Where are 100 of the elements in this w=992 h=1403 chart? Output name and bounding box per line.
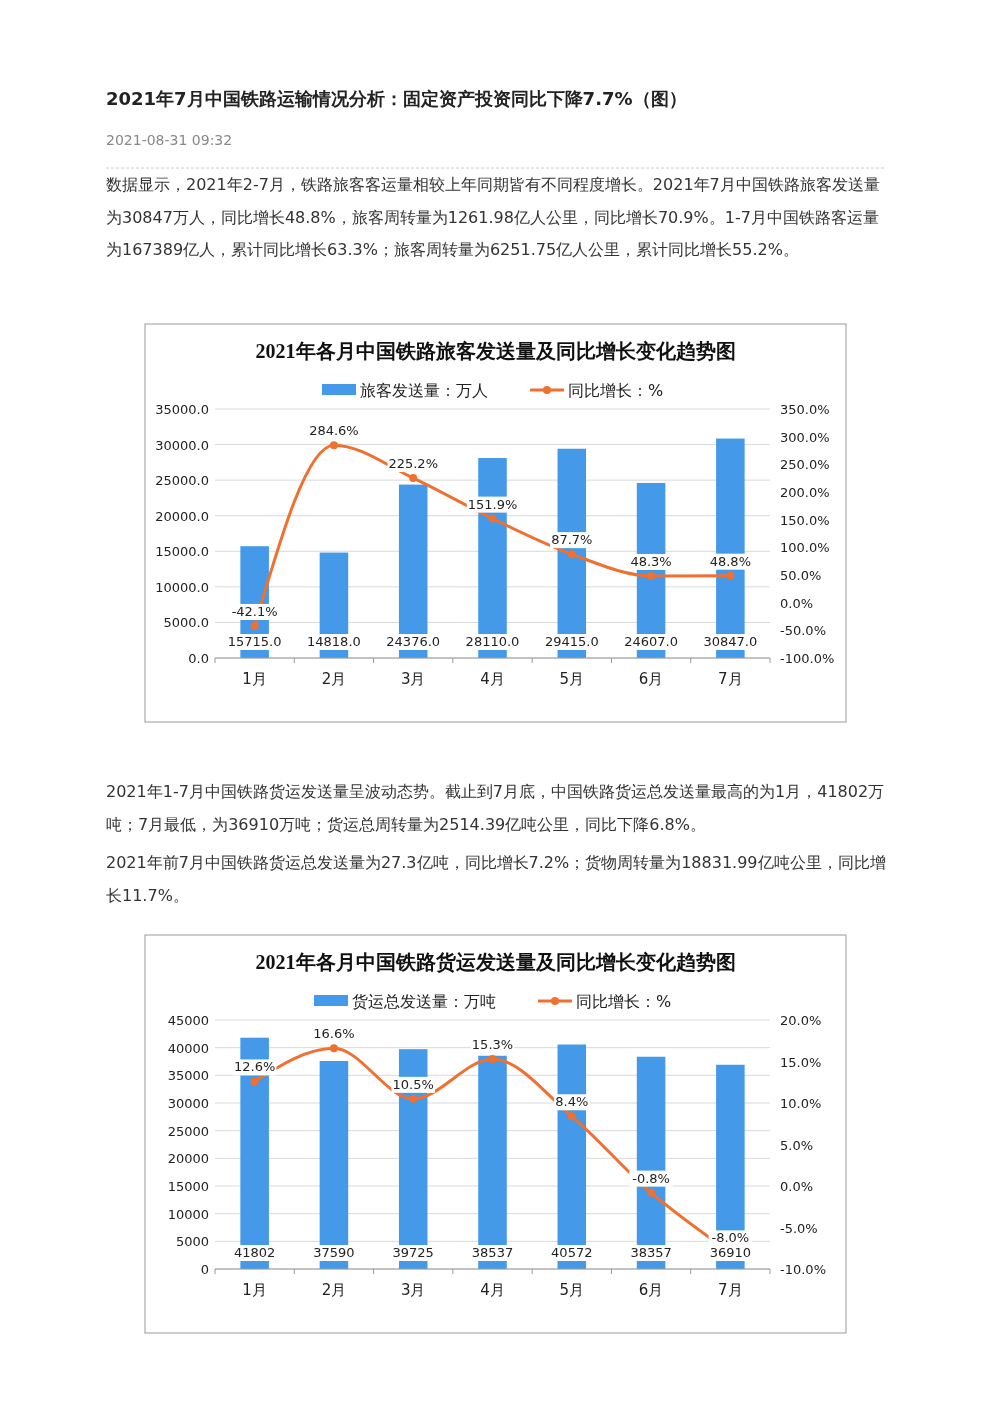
x-tick-label: 6月 bbox=[638, 1281, 664, 1299]
y-tick-label: 10000 bbox=[167, 1206, 209, 1222]
x-tick-label: 4月 bbox=[480, 670, 505, 688]
data-label: 10.5% bbox=[392, 1076, 434, 1092]
data-label: 41802 bbox=[233, 1245, 276, 1260]
data-label: 38537 bbox=[471, 1245, 514, 1260]
x-tick-label: 1月 bbox=[242, 1281, 267, 1299]
text: 2021年7月中国铁路运输情况分析：固定资产投资同比下降7.7%（图） bbox=[106, 88, 687, 109]
y-tick-label: 25000 bbox=[167, 1123, 209, 1139]
x-tick-label: 7月 bbox=[718, 670, 743, 688]
data-label: 87.7% bbox=[551, 532, 593, 548]
data-label: 37590 bbox=[313, 1245, 355, 1260]
text: 数据显示，2021年2-7月，铁路旅客客运量相较上年同期皆有不同程度增长。2021年7月中国铁路旅客发送量为30847万人，同比增长48.8%，旅客周转量为1261.98亿人公里，同比增长70.9%。1-7月中国铁路客运量为167389亿人，累计同比增长63.3%；旅客周转量为6251.75亿人公里，累计同比增长55.2%。 bbox=[106, 175, 880, 259]
y-tick-label: 5000.0 bbox=[163, 615, 209, 631]
y2-tick-label: 50.0% bbox=[780, 568, 822, 583]
y-tick-label: 0.0 bbox=[188, 651, 209, 666]
data-label: 14818.0 bbox=[307, 634, 361, 649]
point bbox=[726, 571, 735, 580]
data-label: 28110.0 bbox=[465, 634, 520, 649]
text: 2021年1-7月中国铁路货运发送量呈波动态势。截止到7月底，中国铁路货运总发送量最高的为1月，41802万吨；7月最低，为36910万吨；货运总周转量为2514.39亿吨公里，同比下降6.8%。 bbox=[106, 782, 885, 834]
point bbox=[647, 1188, 656, 1197]
data-label: 225.2% bbox=[388, 456, 438, 472]
data-label: 48.3% bbox=[630, 553, 672, 569]
data-label: 284.6% bbox=[309, 423, 359, 439]
y2-tick-label: 10.0% bbox=[780, 1096, 822, 1111]
y2-tick-label: 15.0% bbox=[780, 1054, 822, 1070]
point bbox=[329, 441, 338, 450]
y-tick-label: 45000 bbox=[167, 1013, 209, 1028]
y2-tick-label: 5.0% bbox=[780, 1137, 814, 1153]
data-label: 29415.0 bbox=[544, 634, 599, 649]
chart-title: 2021年各月中国铁路旅客发送量及同比增长变化趋势图 bbox=[255, 340, 736, 362]
point bbox=[488, 1055, 497, 1064]
legend-label: 货运总发送量：万吨 bbox=[352, 992, 496, 1011]
x-tick-label: 2月 bbox=[321, 670, 347, 688]
x-tick-label: 5月 bbox=[559, 1281, 585, 1299]
legend-label: 同比增长：% bbox=[568, 381, 664, 400]
data-label: 15.3% bbox=[471, 1037, 514, 1053]
x-tick-label: 3月 bbox=[400, 670, 426, 688]
chart-title: 2021年各月中国铁路货运发送量及同比增长变化趋势图 bbox=[255, 951, 736, 973]
y-tick-label: 25000.0 bbox=[155, 473, 209, 489]
text: 2021-08-31 09:32 bbox=[106, 132, 233, 148]
data-label: 38357 bbox=[630, 1245, 672, 1260]
y-tick-label: 35000 bbox=[167, 1068, 209, 1084]
data-label: 40572 bbox=[551, 1245, 593, 1260]
y2-tick-label: 350.0% bbox=[780, 402, 830, 417]
x-tick-label: 2月 bbox=[321, 1281, 347, 1299]
x-tick-label: 6月 bbox=[638, 670, 664, 688]
data-label: 151.9% bbox=[467, 496, 518, 512]
data-label: 24607.0 bbox=[624, 634, 678, 649]
x-tick-label: 1月 bbox=[242, 670, 267, 688]
y-tick-label: 20000.0 bbox=[155, 508, 209, 524]
y2-tick-label: -50.0% bbox=[780, 623, 826, 639]
point bbox=[250, 1077, 259, 1086]
y2-tick-label: 0.0% bbox=[780, 595, 814, 611]
data-label: 12.6% bbox=[233, 1059, 276, 1075]
data-label: 16.6% bbox=[313, 1026, 355, 1042]
data-label: 24376.0 bbox=[386, 634, 441, 649]
y-tick-label: 30000 bbox=[167, 1096, 209, 1111]
legend-label: 同比增长：% bbox=[576, 992, 672, 1011]
point bbox=[329, 1044, 338, 1053]
data-label: -8.0% bbox=[711, 1230, 750, 1246]
x-tick-label: 4月 bbox=[480, 1281, 505, 1299]
data-label: 30847.0 bbox=[703, 634, 758, 649]
data-label: -0.8% bbox=[632, 1170, 670, 1186]
y-tick-label: 30000.0 bbox=[155, 437, 209, 453]
x-tick-label: 3月 bbox=[400, 1281, 426, 1299]
y2-tick-label: 100.0% bbox=[780, 540, 830, 556]
y-tick-label: 15000.0 bbox=[155, 544, 209, 560]
y2-tick-label: 0.0% bbox=[780, 1179, 814, 1194]
y-tick-label: 15000 bbox=[167, 1179, 209, 1194]
point bbox=[250, 621, 259, 630]
point bbox=[488, 514, 497, 523]
y-tick-label: 35000.0 bbox=[155, 402, 209, 417]
y2-tick-label: -10.0% bbox=[780, 1262, 826, 1277]
data-label: 15715.0 bbox=[227, 634, 282, 649]
y2-tick-label: 150.0% bbox=[780, 512, 830, 528]
y2-tick-label: 20.0% bbox=[780, 1013, 822, 1028]
point bbox=[409, 474, 418, 483]
y2-tick-label: -5.0% bbox=[780, 1220, 818, 1236]
data-label: 39725 bbox=[392, 1245, 434, 1260]
x-tick-label: 5月 bbox=[559, 670, 585, 688]
y2-tick-label: -100.0% bbox=[780, 651, 835, 666]
point bbox=[647, 571, 656, 580]
y-tick-label: 20000 bbox=[167, 1151, 209, 1167]
y-tick-label: 10000.0 bbox=[155, 579, 209, 595]
point bbox=[567, 550, 576, 559]
y-tick-label: 0 bbox=[200, 1262, 209, 1277]
legend-label: 旅客发送量：万人 bbox=[360, 381, 488, 400]
y2-tick-label: 250.0% bbox=[780, 457, 830, 473]
data-label: 8.4% bbox=[555, 1094, 589, 1110]
data-label: -42.1% bbox=[231, 603, 278, 619]
y-tick-label: 40000 bbox=[167, 1040, 209, 1056]
text: 2021年前7月中国铁路货运总发送量为27.3亿吨，同比增长7.2%；货物周转量为18831.99亿吨公里，同比增长11.7%。 bbox=[106, 853, 886, 905]
point bbox=[567, 1112, 576, 1121]
point bbox=[409, 1094, 418, 1103]
y-tick-label: 5000 bbox=[175, 1234, 209, 1250]
y2-tick-label: 300.0% bbox=[780, 429, 830, 445]
data-label: 48.8% bbox=[709, 553, 752, 569]
x-tick-label: 7月 bbox=[718, 1281, 743, 1299]
y2-tick-label: 200.0% bbox=[780, 485, 830, 500]
